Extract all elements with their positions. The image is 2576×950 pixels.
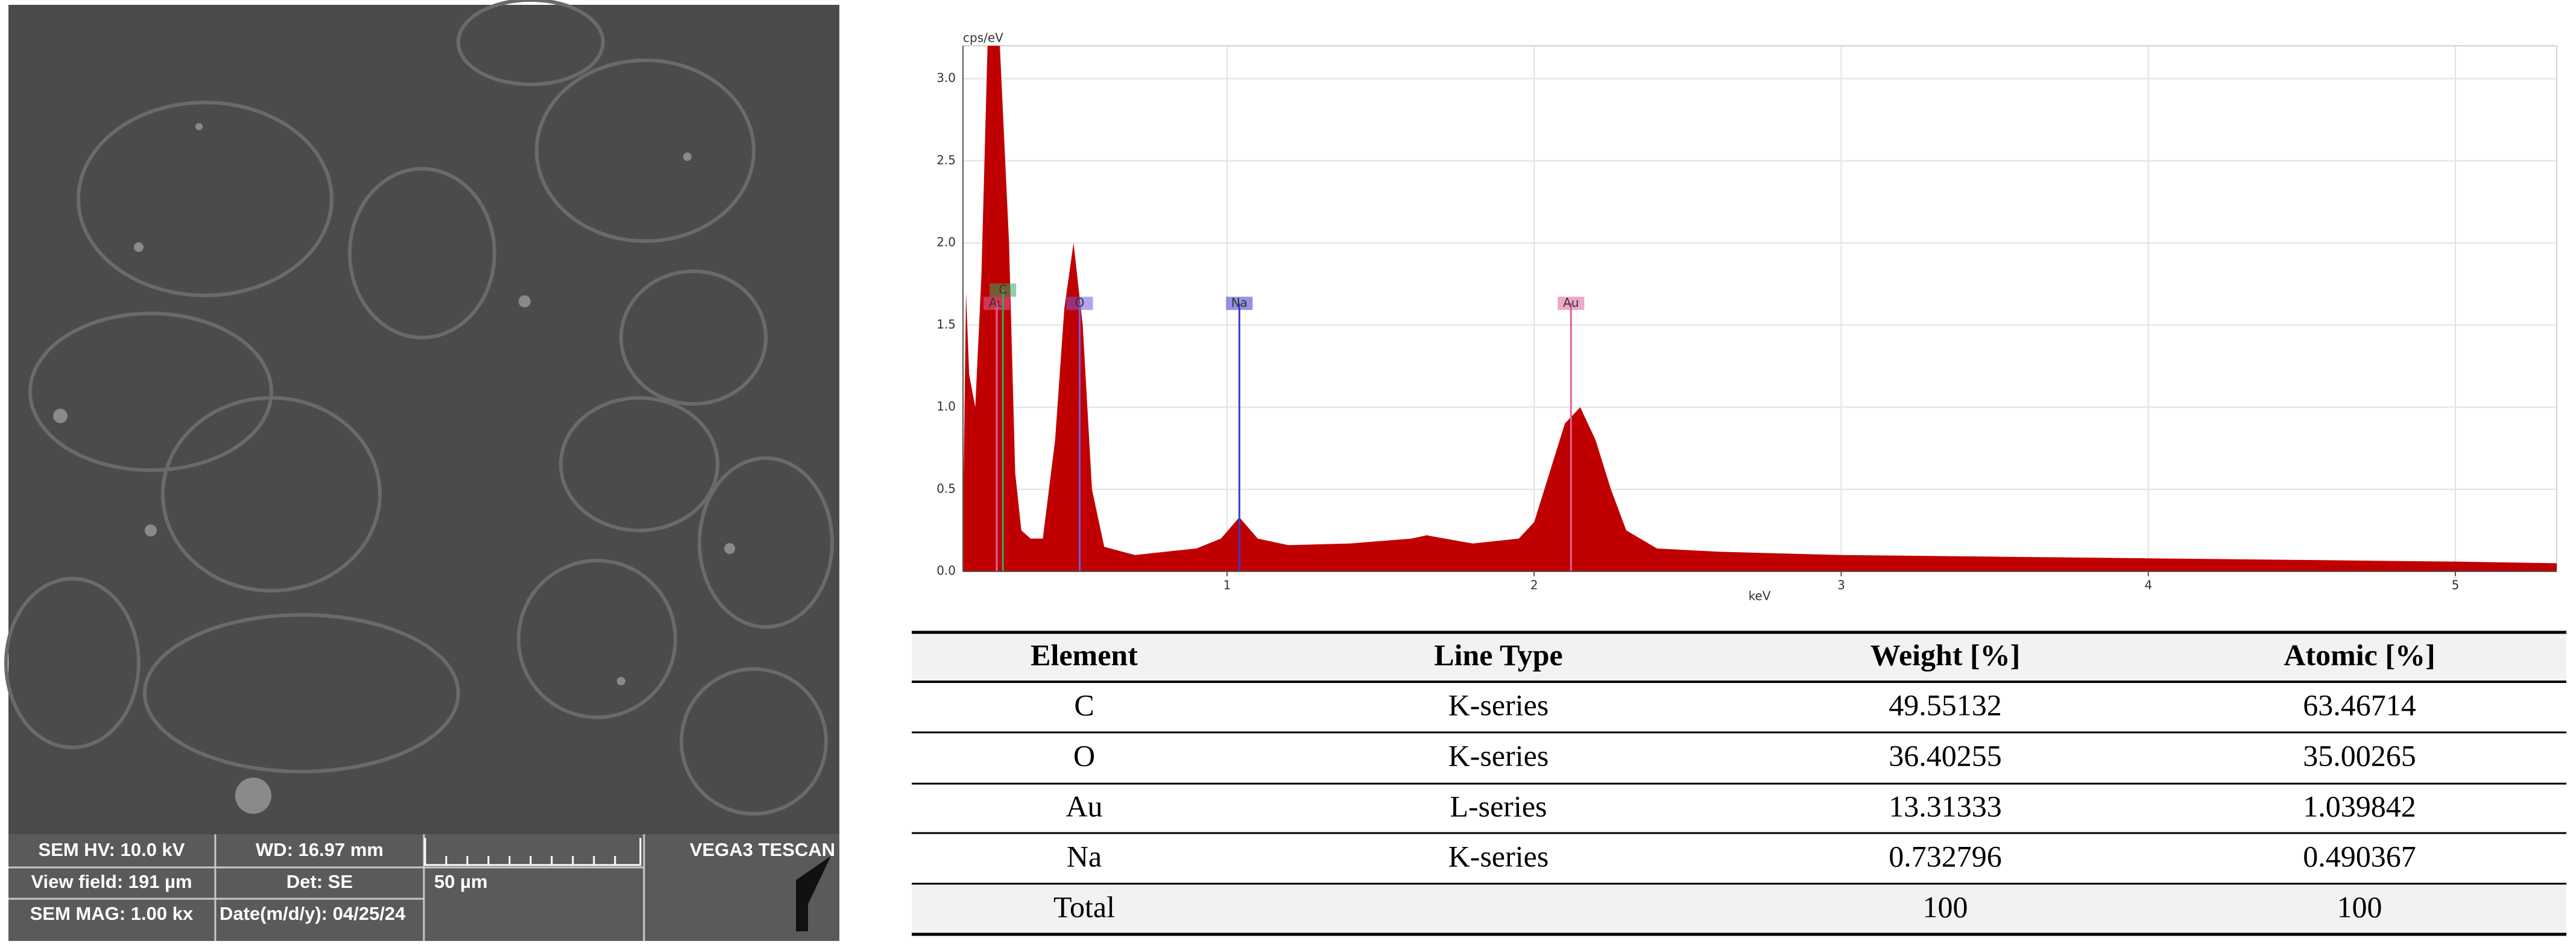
sem-hv: SEM HV: 10.0 kV (39, 839, 185, 860)
table-cell: 100 (1923, 890, 1968, 923)
sem-image (4, 0, 839, 834)
table-cell: C (1074, 688, 1094, 722)
sem-view-field: View field: 191 µm (31, 871, 192, 892)
sem-date: Date(m/d/y): 04/25/24 (219, 903, 406, 924)
table-cell: 63.46714 (2303, 688, 2416, 722)
x-axis-label: keV (1749, 589, 1771, 603)
x-tick-label: 2 (1530, 578, 1538, 593)
y-tick-label: 0.5 (936, 481, 956, 495)
table-cell: 36.40255 (1889, 738, 2002, 772)
table-cell: 100 (2337, 890, 2382, 923)
table-header: Weight [%] (1870, 638, 2021, 672)
y-tick-label: 3.0 (936, 71, 956, 85)
element-label: Na (1231, 295, 1248, 310)
y-tick-label: 1.0 (936, 399, 956, 414)
table-cell: Au (1065, 789, 1102, 823)
x-tick-label: 3 (1837, 578, 1845, 593)
logo (796, 856, 831, 931)
y-tick-label: 2.5 (936, 153, 956, 167)
table-cell: L-series (1450, 789, 1547, 823)
sem-info-bar: SEM HV: 10.0 kV WD: 16.97 mm VEGA3 TESCA… (8, 834, 839, 941)
table-cell: 49.55132 (1889, 688, 2002, 722)
element-tag (1558, 297, 1585, 310)
table-cell: 0.732796 (1889, 839, 2002, 873)
y-tick-label: 0.0 (936, 564, 956, 578)
table-cell: Total (1053, 890, 1115, 923)
element-label: Au (1563, 295, 1579, 310)
sem-wd: WD: 16.97 mm (256, 839, 384, 860)
x-tick-label: 1 (1223, 578, 1231, 593)
table-cell: O (1073, 738, 1095, 772)
table: Total 100 100 (912, 631, 2566, 936)
y-tick-label: 2.0 (936, 235, 956, 250)
y-tick-label: 1.5 (936, 317, 956, 332)
table-header: Line Type (1434, 638, 1562, 672)
table-cell: K-series (1448, 839, 1549, 873)
x-tick-label: 4 (2144, 578, 2152, 593)
element-label: O (1075, 295, 1085, 310)
table-cell: Na (1067, 839, 1102, 873)
sem-detector: Det: SE (286, 871, 353, 892)
plot-area (962, 45, 2557, 572)
sem-brand: VEGA3 TESCAN (690, 839, 835, 860)
element-label: C (999, 282, 1007, 297)
sem-scale: 50 µm (434, 871, 488, 892)
element-tag (1226, 297, 1253, 310)
x-tick-label: 5 (2452, 578, 2460, 593)
y-axis-label: cps/eV (963, 31, 1003, 45)
table-cell: 13.31333 (1889, 789, 2002, 823)
table-header: Atomic [%] (2284, 638, 2435, 672)
table-cell: 0.490367 (2303, 839, 2416, 873)
element-tag (990, 283, 1017, 297)
table-cell: K-series (1448, 738, 1549, 772)
element-tag (1066, 297, 1093, 310)
scale-bar (424, 838, 642, 866)
table-cell: 35.00265 (2303, 738, 2416, 772)
table-cell: 1.039842 (2303, 789, 2416, 823)
sem-mag: SEM MAG: 1.00 kx (30, 903, 194, 924)
table-header: Element (1031, 638, 1138, 672)
table-cell: K-series (1448, 688, 1549, 722)
